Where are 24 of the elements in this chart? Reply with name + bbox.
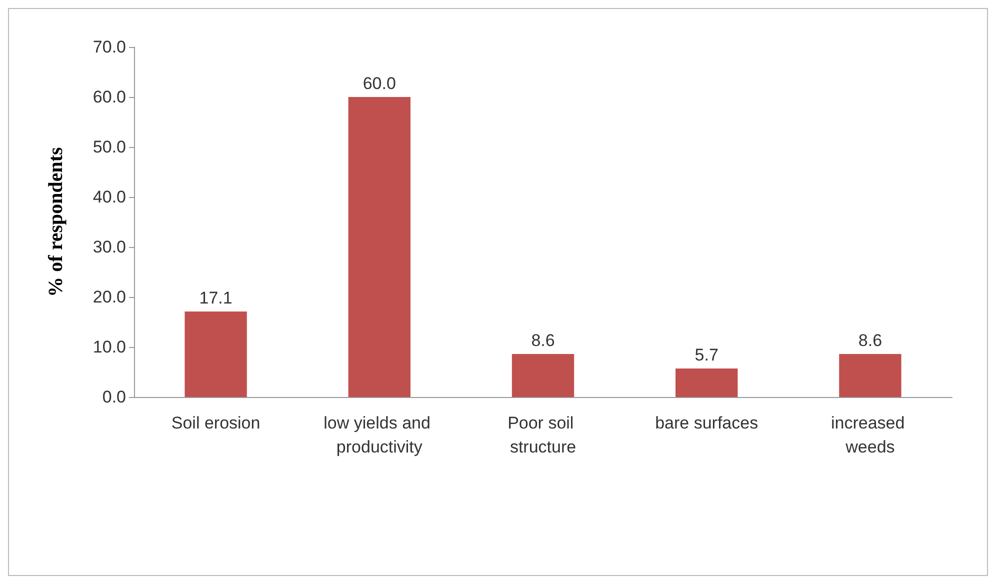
y-tick-label: 70.0 — [92, 38, 126, 56]
bar — [184, 312, 247, 397]
data-label: 60.0 — [362, 74, 396, 93]
data-label: 17.1 — [199, 288, 232, 308]
y-tick-label: 60.0 — [92, 88, 126, 106]
bar — [348, 97, 410, 397]
bar — [839, 354, 902, 397]
x-tick-label: low yields and productivity — [324, 414, 436, 456]
data-label: 8.6 — [531, 331, 555, 350]
y-tick-label: 50.0 — [92, 138, 126, 156]
y-tick-label: 20.0 — [92, 288, 126, 306]
y-tick-label: 40.0 — [92, 188, 126, 206]
x-tick-label: bare surfaces — [655, 414, 758, 432]
bar — [512, 354, 574, 397]
y-tick-label: 10.0 — [92, 338, 126, 356]
data-label: 5.7 — [694, 346, 718, 364]
y-tick-label: 0.0 — [102, 388, 126, 406]
y-axis-title: % of respondents — [45, 146, 67, 297]
y-tick-label: 30.0 — [92, 238, 126, 256]
data-label: 8.6 — [858, 331, 882, 350]
x-tick-label: Poor soil structure — [508, 414, 578, 456]
x-tick-label: increased weeds — [830, 414, 910, 456]
x-tick-label: Soil erosion — [171, 414, 260, 432]
bar — [676, 368, 738, 397]
